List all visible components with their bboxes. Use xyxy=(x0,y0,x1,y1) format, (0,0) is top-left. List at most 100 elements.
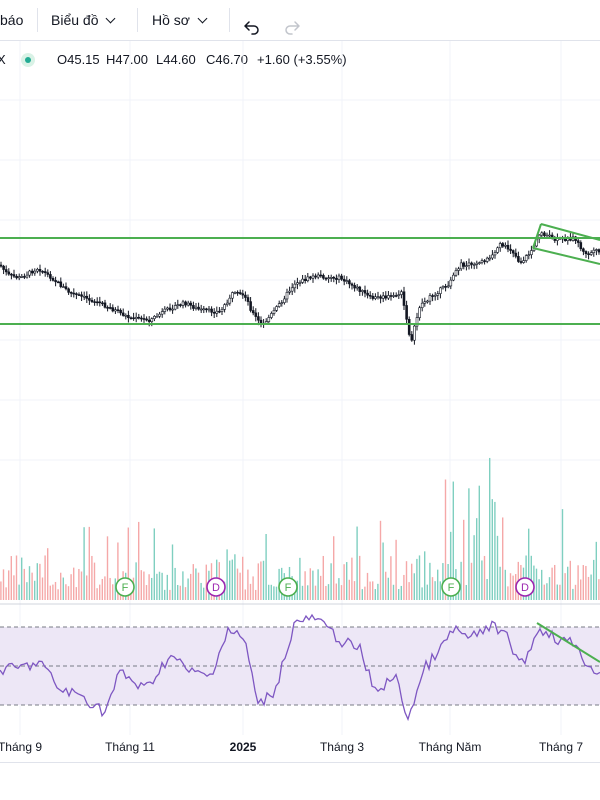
volume-bar xyxy=(114,578,116,600)
volume-bar xyxy=(478,485,480,600)
alerts-button[interactable]: báo xyxy=(0,12,24,28)
candle-body xyxy=(116,309,120,312)
candle-body xyxy=(345,280,349,282)
financials-marker[interactable]: F xyxy=(115,577,135,597)
volume-bar xyxy=(541,569,543,600)
candle-body xyxy=(441,286,445,289)
volume-bar xyxy=(587,576,590,600)
candle-body xyxy=(301,278,304,283)
candle-body xyxy=(465,265,468,267)
candle-body xyxy=(106,307,109,309)
x-axis-border xyxy=(0,762,600,763)
candle-body xyxy=(140,317,143,320)
volume-bar xyxy=(499,566,501,600)
candle-body xyxy=(283,298,286,303)
volume-bar xyxy=(491,499,493,600)
volume-bar xyxy=(372,581,374,600)
candle-body xyxy=(277,303,281,307)
volume-bar xyxy=(369,581,371,600)
candle-body xyxy=(236,291,239,294)
chart-grid xyxy=(0,41,600,735)
volume-bar xyxy=(106,536,109,600)
candle-body xyxy=(132,317,135,320)
chart-menu-button[interactable]: Biểu đồ xyxy=(51,0,116,40)
profile-menu-label: Hồ sơ xyxy=(152,12,190,28)
volume-bar xyxy=(26,582,28,600)
volume-bar xyxy=(109,577,111,600)
chevron-down-icon xyxy=(197,13,208,24)
volume-bar xyxy=(543,584,545,600)
rsi-trendline[interactable] xyxy=(536,622,600,663)
candle-body xyxy=(251,310,255,314)
candle-body xyxy=(4,269,8,273)
volume-bar xyxy=(203,587,205,600)
candle-body xyxy=(267,317,271,322)
volume-bar xyxy=(351,557,353,600)
volume-bar xyxy=(489,457,491,600)
candle-body xyxy=(504,244,507,247)
undo-button[interactable] xyxy=(243,11,261,35)
volume-bar xyxy=(47,548,49,600)
volume-bar xyxy=(476,518,478,600)
candle-body xyxy=(467,262,471,266)
candle-body xyxy=(85,295,89,299)
x-axis-label: Tháng 3 xyxy=(319,740,365,754)
candle-body xyxy=(592,249,596,253)
candle-body xyxy=(137,316,141,319)
flag-upper-line[interactable] xyxy=(540,223,600,241)
volume-bar xyxy=(379,520,382,600)
candle-body xyxy=(67,288,70,293)
candle-body xyxy=(358,286,362,292)
candle-body xyxy=(387,295,390,299)
price-candles xyxy=(0,230,600,345)
volume-bar xyxy=(530,555,532,600)
volume-bar xyxy=(567,566,569,600)
volume-bar xyxy=(385,571,387,600)
volume-bar xyxy=(429,562,431,600)
volume-bar xyxy=(156,573,158,600)
candle-body xyxy=(329,277,333,279)
volume-bar xyxy=(275,586,278,600)
volume-bar xyxy=(322,555,324,600)
flag-side-line[interactable] xyxy=(532,223,542,249)
candle-body xyxy=(342,278,346,282)
dividend-marker[interactable]: D xyxy=(206,577,226,597)
candle-body xyxy=(402,291,406,306)
x-axis-label: Tháng 9 xyxy=(0,740,43,754)
dividend-marker[interactable]: D xyxy=(515,577,535,597)
candle-body xyxy=(397,294,401,296)
volume-bar xyxy=(585,565,587,600)
volume-bar xyxy=(403,574,405,600)
volume-bar xyxy=(44,555,46,600)
candle-body xyxy=(62,286,65,288)
volume-bar xyxy=(460,561,462,600)
candle-body xyxy=(220,309,224,312)
profile-menu-button[interactable]: Hồ sơ xyxy=(152,0,208,40)
volume-bar xyxy=(452,481,454,600)
volume-bar xyxy=(21,557,23,600)
volume-bar xyxy=(296,580,298,600)
candle-body xyxy=(98,301,102,304)
redo-icon xyxy=(285,21,300,35)
volume-bar xyxy=(135,562,137,600)
candle-body xyxy=(231,292,234,299)
legend-symbol[interactable]: X xyxy=(0,52,6,67)
financials-marker[interactable]: F xyxy=(441,577,461,597)
candle-body xyxy=(509,248,512,251)
volume-bar xyxy=(335,583,337,600)
volume-bar xyxy=(564,573,566,600)
flag-lower-line[interactable] xyxy=(532,247,600,265)
volume-bar xyxy=(470,562,473,600)
volume-bar xyxy=(338,578,340,600)
candle-body xyxy=(480,260,484,263)
volume-bar xyxy=(23,568,25,600)
volume-bar xyxy=(304,571,306,600)
candle-body xyxy=(527,254,531,256)
financials-marker[interactable]: F xyxy=(278,577,298,597)
redo-button[interactable] xyxy=(283,11,301,35)
marker-circle xyxy=(441,577,461,597)
volume-bar xyxy=(504,569,506,600)
candle-body xyxy=(288,290,291,293)
marker-circle xyxy=(515,577,535,597)
